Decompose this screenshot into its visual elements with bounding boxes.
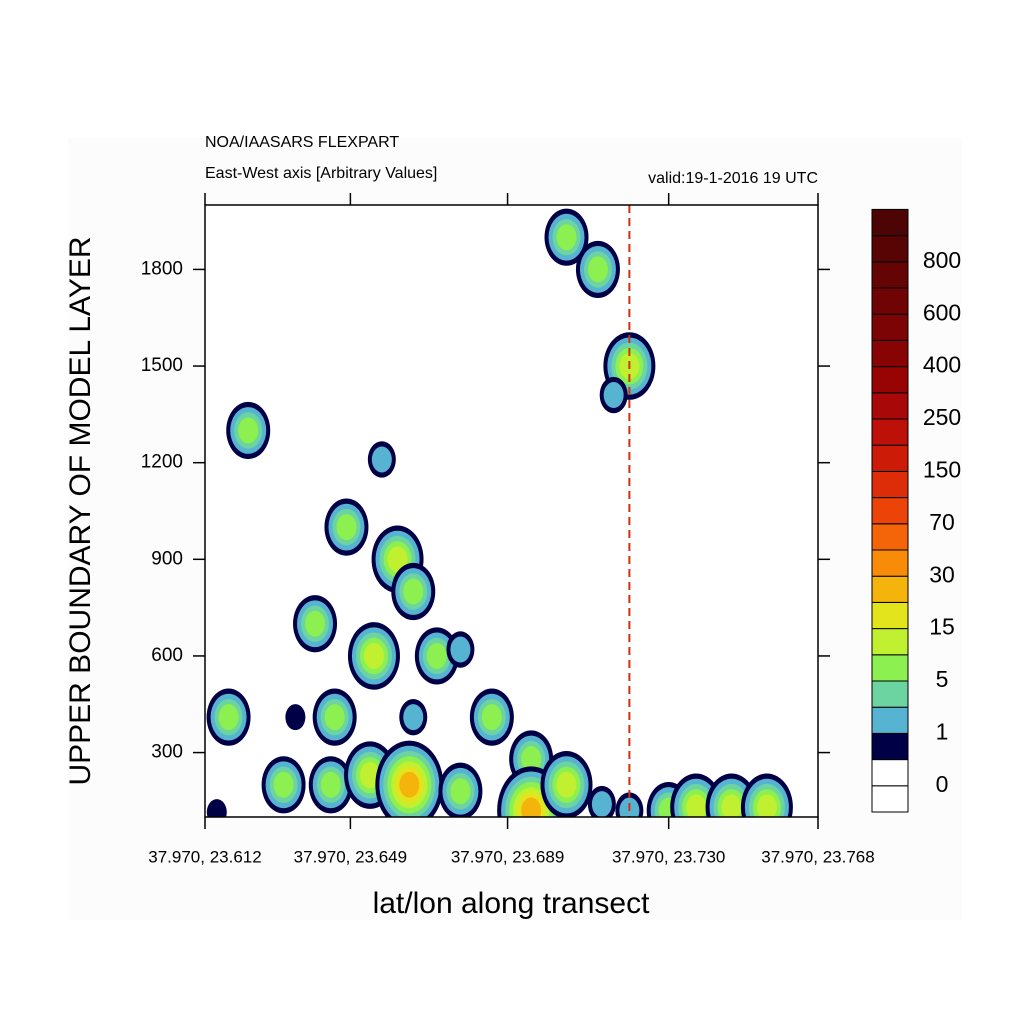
contour-ring bbox=[206, 799, 227, 817]
colorbar-box bbox=[871, 208, 909, 237]
colorbar-box bbox=[871, 680, 909, 708]
contour-ring bbox=[686, 794, 707, 817]
y-axis-label: UPPER BOUNDARY OF MODEL LAYER bbox=[64, 236, 97, 785]
annotation: valid:19-1-2016 19 UTC bbox=[648, 170, 818, 187]
colorbar-label: 800 bbox=[923, 247, 961, 273]
colorbar-label: 0 bbox=[936, 771, 949, 797]
colorbar-box bbox=[871, 366, 909, 394]
colorbar-box bbox=[871, 575, 909, 603]
chart-subtitle: East-West axis [Arbitrary Values] bbox=[205, 165, 437, 182]
contour-ring bbox=[481, 704, 502, 731]
colorbar-box bbox=[871, 418, 909, 446]
y-tick-label: 600 bbox=[151, 645, 183, 666]
colorbar-box bbox=[871, 654, 909, 682]
x-tick-label: 37.970, 23.768 bbox=[761, 847, 874, 866]
contour-ring bbox=[399, 771, 420, 798]
x-tick-label: 37.970, 23.730 bbox=[612, 847, 725, 866]
contour-ring bbox=[305, 610, 326, 637]
contour-ring bbox=[324, 704, 345, 731]
colorbar-box bbox=[871, 444, 909, 472]
contour-ring bbox=[371, 446, 392, 473]
colorbar-label: 400 bbox=[923, 352, 961, 378]
x-axis-label: lat/lon along transect bbox=[373, 887, 651, 920]
colorbar-box bbox=[871, 706, 909, 734]
colorbar-box bbox=[871, 523, 909, 551]
chart-title: NOA/IAASARS FLEXPART bbox=[205, 134, 399, 151]
colorbar-label: 15 bbox=[929, 614, 955, 640]
contour-ring bbox=[450, 778, 471, 805]
y-tick-label: 900 bbox=[151, 548, 183, 569]
contour-ring bbox=[360, 762, 381, 789]
contour-ring bbox=[603, 382, 624, 409]
colorbar-label: 600 bbox=[923, 299, 961, 325]
colorbar-box bbox=[871, 785, 909, 813]
contour-ring bbox=[450, 636, 471, 663]
contour-ring bbox=[721, 794, 742, 817]
contour-ring bbox=[273, 771, 294, 798]
contour-ring bbox=[556, 771, 577, 798]
colorbar-box bbox=[871, 235, 909, 263]
colorbar-box bbox=[871, 549, 909, 577]
contour-ring bbox=[218, 704, 239, 731]
colorbar-box bbox=[871, 628, 909, 656]
colorbar-box bbox=[871, 759, 909, 787]
colorbar-box bbox=[871, 497, 909, 525]
x-tick-label: 37.970, 23.612 bbox=[148, 847, 261, 866]
colorbar-box bbox=[871, 287, 909, 315]
y-tick-label: 300 bbox=[151, 742, 183, 763]
contour-ring bbox=[426, 642, 447, 669]
contour-ring bbox=[587, 256, 608, 283]
colorbar-box bbox=[871, 339, 909, 368]
colorbar-label: 250 bbox=[923, 404, 961, 430]
colorbar-box bbox=[871, 392, 909, 420]
y-tick-label: 1800 bbox=[141, 258, 183, 279]
contour-ring bbox=[238, 417, 259, 444]
colorbar-box bbox=[871, 732, 909, 761]
contour-ring bbox=[387, 546, 408, 573]
colorbar-label: 5 bbox=[936, 666, 949, 692]
contour-ring bbox=[521, 746, 542, 773]
contour-ring bbox=[556, 224, 577, 251]
plot-frame bbox=[204, 204, 819, 818]
x-tick-label: 37.970, 23.689 bbox=[451, 847, 564, 866]
contour-ring bbox=[320, 771, 341, 798]
contour-ring bbox=[336, 514, 357, 541]
x-tick-label: 37.970, 23.649 bbox=[294, 847, 407, 866]
contour-ring bbox=[591, 791, 612, 817]
colorbar-box bbox=[871, 313, 909, 341]
contour-ring bbox=[521, 797, 542, 817]
contour-ring bbox=[363, 642, 384, 669]
colorbar-label: 150 bbox=[923, 456, 961, 482]
colorbar-box bbox=[871, 601, 909, 630]
colorbar-label: 1 bbox=[936, 718, 949, 744]
contour-ring bbox=[403, 578, 424, 605]
contour-ring bbox=[403, 704, 424, 731]
contour-ring bbox=[285, 704, 306, 731]
colorbar-label: 30 bbox=[929, 561, 955, 587]
colorbar-box bbox=[871, 261, 909, 289]
colorbar-label: 70 bbox=[929, 509, 955, 535]
y-tick-label: 1200 bbox=[141, 452, 183, 473]
contour-ring bbox=[756, 794, 777, 817]
y-tick-label: 1500 bbox=[141, 355, 183, 376]
colorbar-box bbox=[871, 470, 909, 499]
